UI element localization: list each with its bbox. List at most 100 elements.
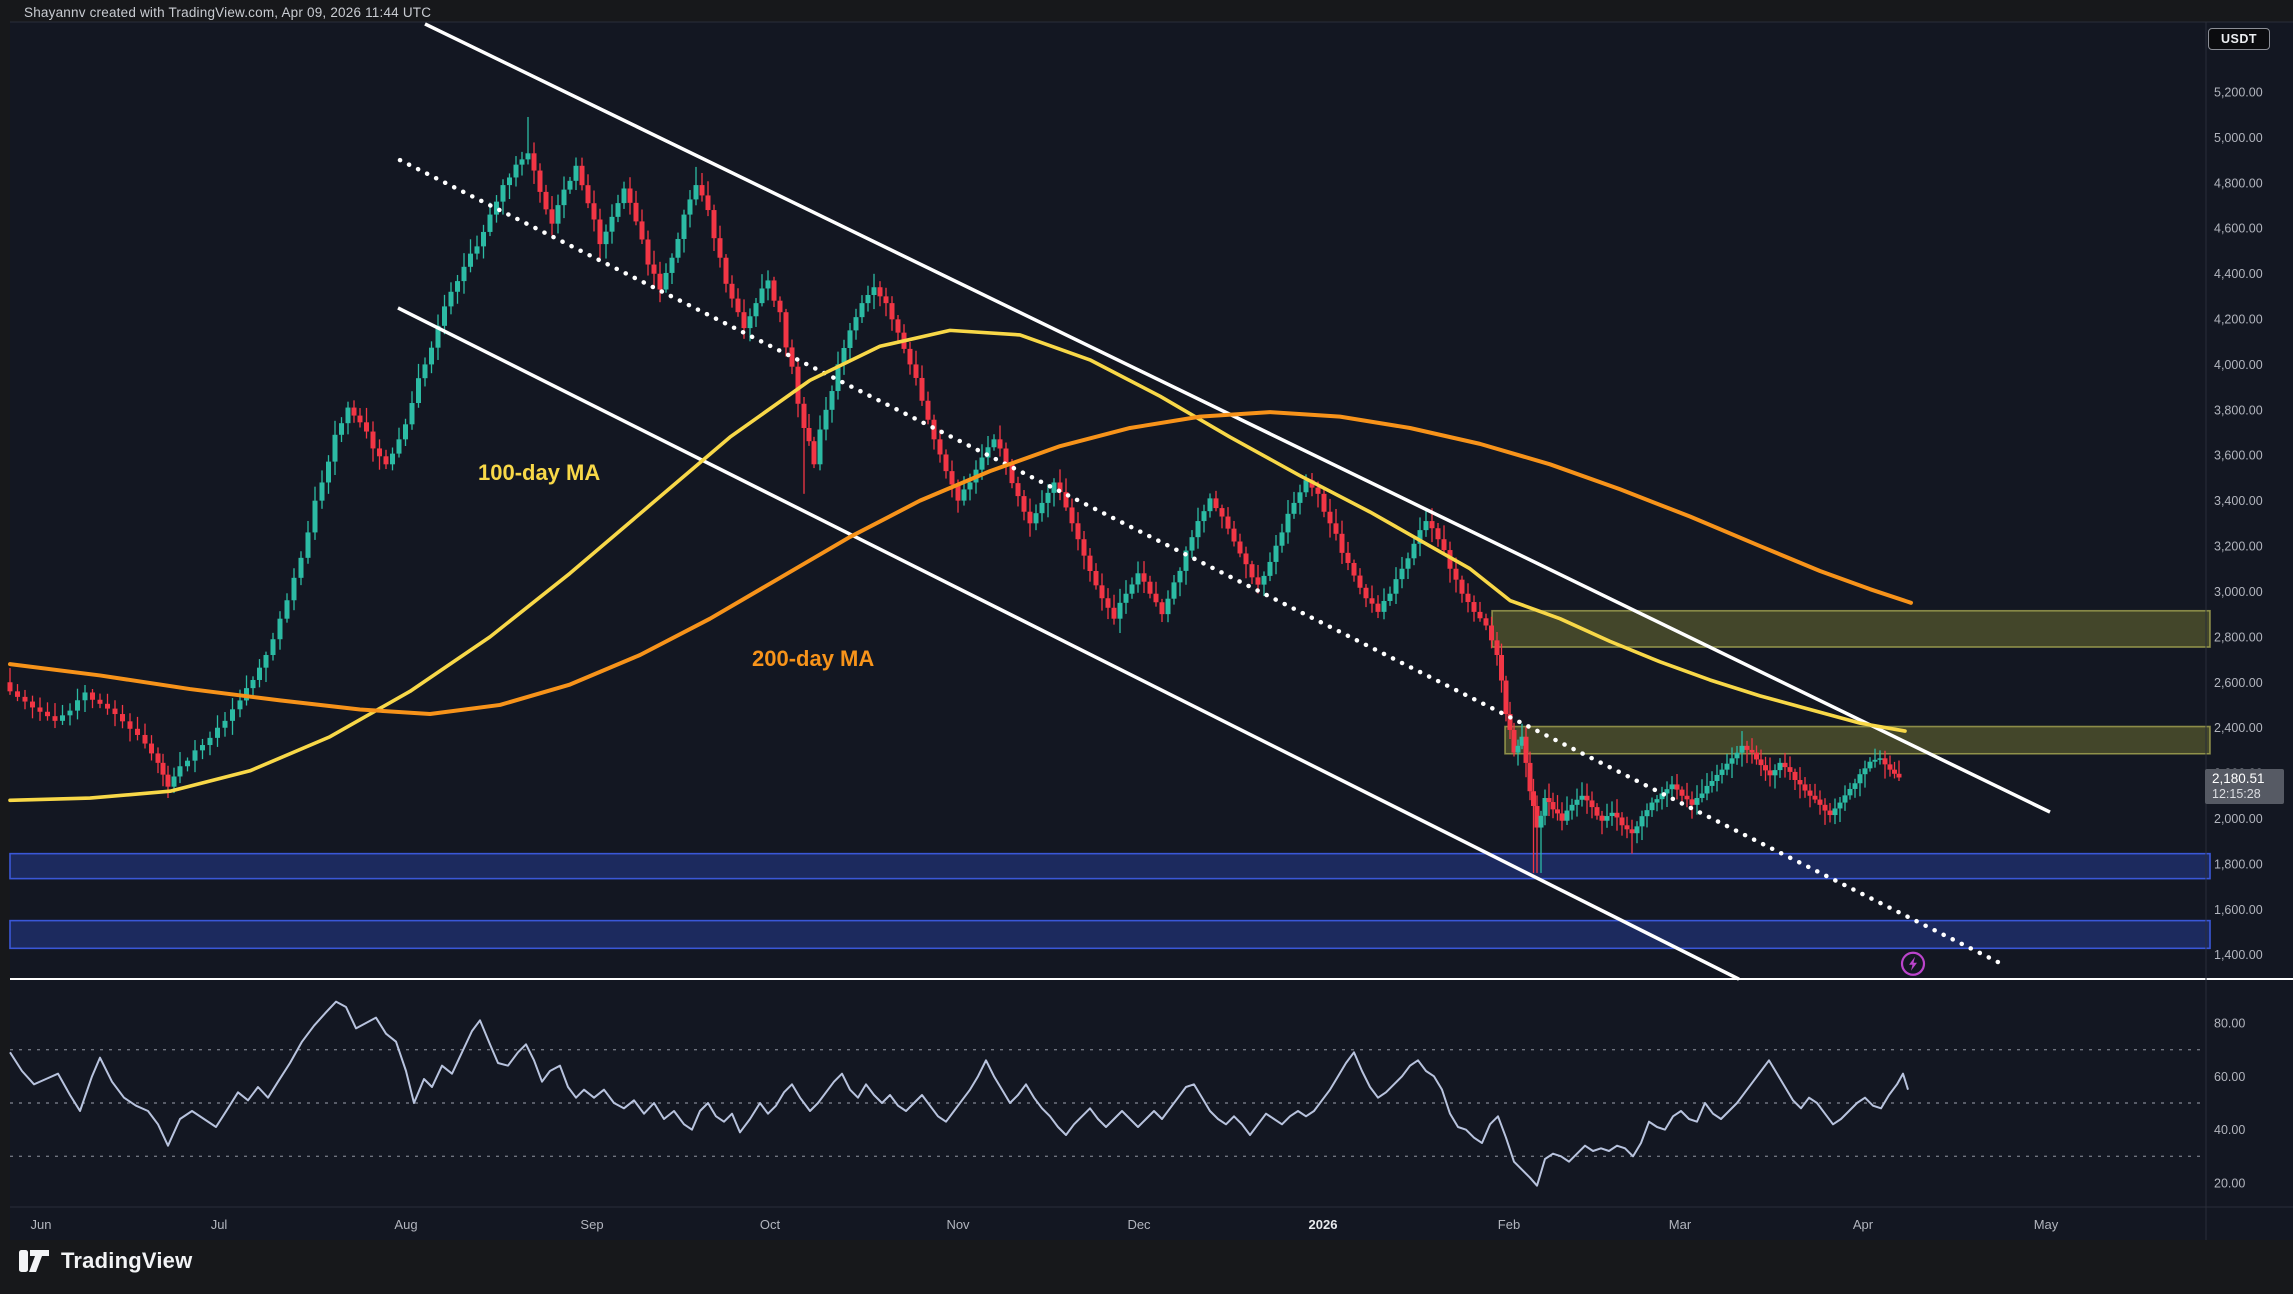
candle-body [105,703,110,709]
candle-body [230,709,235,721]
lightning-marker-icon[interactable] [1900,951,1926,976]
candle-body [561,189,567,206]
sr-zones [9,609,2211,950]
candle-body [1674,784,1680,790]
candle-body [339,423,344,435]
candle-body [865,294,871,304]
candle-body [1243,553,1249,565]
candle-body [961,489,967,501]
candle-body [1699,793,1705,798]
tradingview-logo[interactable]: TradingView [18,1246,192,1276]
candle-body [192,750,198,761]
candle-body [1291,502,1297,514]
candle-body [326,461,331,483]
price-tick-label: 4,000.00 [2214,358,2263,372]
candle-body [1714,774,1720,782]
candle-body [1507,714,1513,730]
time-tick-Feb: Feb [1498,1217,1520,1232]
price-tick-label: 2,000.00 [2214,812,2263,826]
candle-body [1207,498,1213,512]
candle-body [1387,593,1393,601]
candle-body [1719,769,1725,775]
trendlines [397,22,2051,981]
candle-body [1772,770,1778,776]
ma200-line[interactable] [8,410,1913,717]
ma100-line[interactable] [8,328,1907,803]
candle-body [1393,579,1399,594]
candle-body [1550,802,1556,810]
channel-bottom-line[interactable] [397,306,1740,981]
candle-body [1574,799,1580,805]
rsi-pane: 80.00 60.00 40.00 20.00 [9,1000,2245,1191]
symbol-badge[interactable]: USDT [2208,28,2271,50]
candle-body [22,696,28,702]
candle-body [1639,816,1645,827]
candle-body [390,453,395,465]
candle-body [877,287,883,297]
candle-body [1777,762,1783,771]
candle-body [1729,758,1735,764]
candle-body [1423,521,1429,531]
price-axis[interactable]: 5,200.00 5,000.00 4,800.00 4,600.00 4,400.00… [2214,86,2263,963]
candle-body [937,439,943,455]
candle-body [615,203,621,217]
candle-body [627,188,633,203]
candle-body [1664,789,1670,794]
candle-body [753,303,759,317]
candle-body [67,710,73,716]
candle-body [789,347,795,367]
candle-body [305,532,311,558]
price-tick-label: 2,800.00 [2214,630,2263,644]
candle-body [1165,598,1171,615]
channel-top-line[interactable] [424,22,2051,814]
ma200-annotation-label: 200-day MA [752,646,875,671]
candle-body [1542,798,1548,816]
candle-body [1231,528,1237,542]
candle-body [883,296,889,304]
candle-body [669,257,675,273]
candle-body [277,618,283,640]
candle-body [1051,482,1057,493]
candle-body [1489,625,1494,641]
candle-body [1644,810,1650,817]
candle-body [15,691,20,697]
time-axis[interactable]: Jun Jul Aug Sep Oct Nov Dec 2026 Feb Mar Apr May [31,1217,2059,1232]
candle-body [1624,825,1630,830]
candle-body [1538,815,1544,828]
candle-body [90,692,95,700]
candle-body [1877,758,1883,760]
watermark-attribution: Shayannv created with TradingView.com, A… [24,5,432,20]
candle-body [1649,802,1655,811]
candle-body [1758,759,1764,766]
candle-body [1219,508,1225,517]
candle-body [985,447,991,458]
price-tick-label: 3,000.00 [2214,585,2263,599]
candle-body [1237,541,1243,554]
candle-body [853,317,859,331]
candle-body [45,711,50,717]
candle-body [481,231,486,247]
candle-body [1261,575,1267,585]
candle-body [1063,492,1069,508]
price-tick-label: 3,400.00 [2214,494,2263,508]
candle-body [1654,799,1660,803]
candle-body [1381,600,1387,612]
candle-body [1225,516,1231,529]
price-tick-label: 3,800.00 [2214,403,2263,417]
candle-body [537,170,543,192]
candle-body [1734,752,1740,759]
candle-body [142,734,148,744]
candle-body [1802,784,1808,791]
candle-body [1499,655,1504,681]
candle-body [765,280,771,289]
candle-body [711,210,717,239]
ma100-annotation-label: 100-day MA [478,460,601,485]
candle-body [519,159,525,165]
candle-body [1896,773,1902,778]
rsi-line[interactable] [9,1000,1909,1187]
candle-body [1511,729,1517,753]
candle-body [925,400,931,420]
price-tick-label: 2,400.00 [2214,721,2263,735]
